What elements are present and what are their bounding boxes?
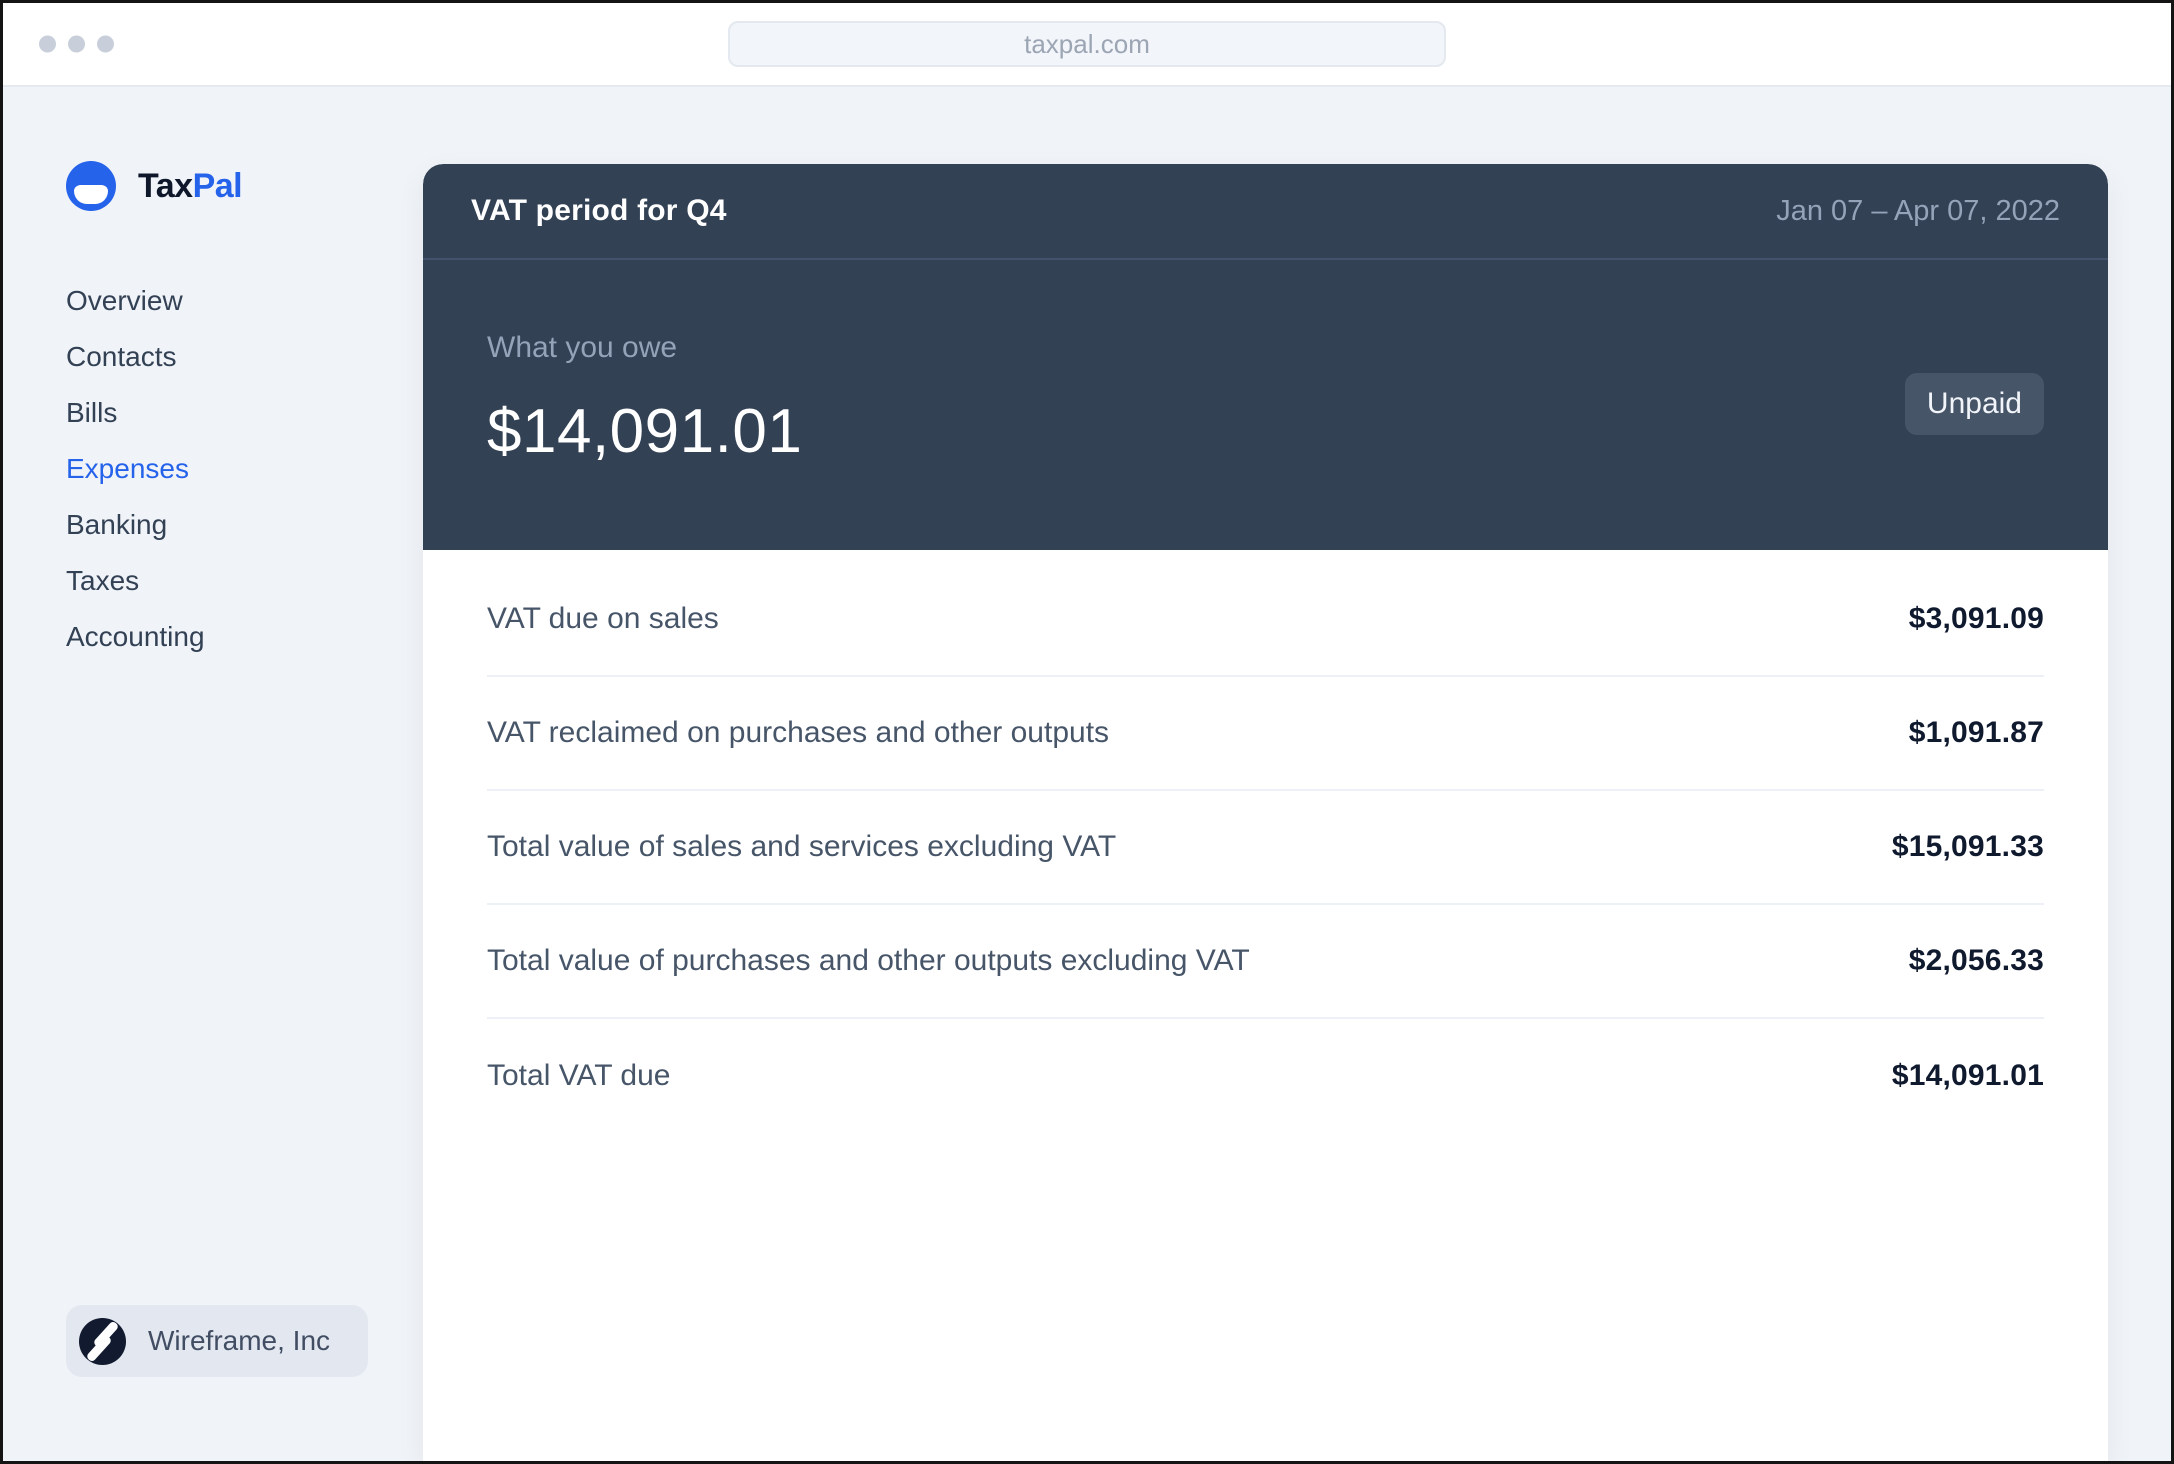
wireframe-logo-icon [79,1317,126,1365]
app-logo[interactable]: TaxPal [66,161,423,211]
sidebar-item-accounting[interactable]: Accounting [66,621,205,652]
sidebar: TaxPal Overview Contacts Bills Expenses … [3,87,423,1461]
row-amount: $14,091.01 [1891,1059,2044,1092]
browser-chrome: taxpal.com [3,3,2171,87]
address-bar-url: taxpal.com [1024,28,1150,59]
row-label: Total value of sales and services exclud… [487,830,1117,863]
vat-breakdown-table: VAT due on sales $3,091.09 VAT reclaimed… [423,550,2108,1133]
sidebar-nav: Overview Contacts Bills Expenses Banking… [66,273,423,665]
window-control-dot[interactable] [39,35,56,53]
window-control-dot[interactable] [68,35,85,53]
status-badge: Unpaid [1904,373,2044,435]
account-switcher[interactable]: Wireframe, Inc [66,1305,369,1377]
sidebar-item-contacts[interactable]: Contacts [66,341,177,372]
vat-panel-header-section: VAT period for Q4 Jan 07 – Apr 07, 2022 … [423,164,2108,550]
sidebar-item-banking[interactable]: Banking [66,509,168,540]
table-row: VAT due on sales $3,091.09 [487,563,2044,677]
row-amount: $3,091.09 [1908,602,2044,635]
row-label: Total VAT due [487,1059,671,1092]
page-body: TaxPal Overview Contacts Bills Expenses … [3,87,2171,1461]
table-row: Total VAT due $14,091.01 [487,1019,2044,1133]
date-range: Jan 07 – Apr 07, 2022 [1776,194,2060,227]
sidebar-item-bills[interactable]: Bills [66,397,118,428]
app-title: TaxPal [138,166,243,205]
sidebar-item-overview[interactable]: Overview [66,285,183,316]
address-bar[interactable]: taxpal.com [728,21,1446,67]
row-label: VAT reclaimed on purchases and other out… [487,716,1110,749]
owe-amount: $14,091.01 [487,397,803,466]
vat-panel: VAT period for Q4 Jan 07 – Apr 07, 2022 … [423,164,2108,1461]
window-controls [39,35,114,53]
row-amount: $2,056.33 [1908,944,2044,977]
owe-summary: What you owe $14,091.01 Unpaid [423,260,2108,550]
company-name: Wireframe, Inc [148,1325,331,1356]
row-label: Total value of purchases and other outpu… [487,944,1250,977]
table-row: Total value of sales and services exclud… [487,791,2044,905]
row-amount: $15,091.33 [1891,830,2044,863]
sidebar-item-expenses[interactable]: Expenses [66,453,189,484]
row-label: VAT due on sales [487,602,719,635]
taxpal-logo-icon [66,161,116,211]
window-control-dot[interactable] [97,35,114,53]
sidebar-item-taxes[interactable]: Taxes [66,565,140,596]
owe-label: What you owe [487,331,678,364]
panel-title: VAT period for Q4 [471,194,727,227]
panel-title-bar: VAT period for Q4 Jan 07 – Apr 07, 2022 [423,164,2108,260]
table-row: VAT reclaimed on purchases and other out… [487,677,2044,791]
table-row: Total value of purchases and other outpu… [487,905,2044,1019]
row-amount: $1,091.87 [1908,716,2044,749]
